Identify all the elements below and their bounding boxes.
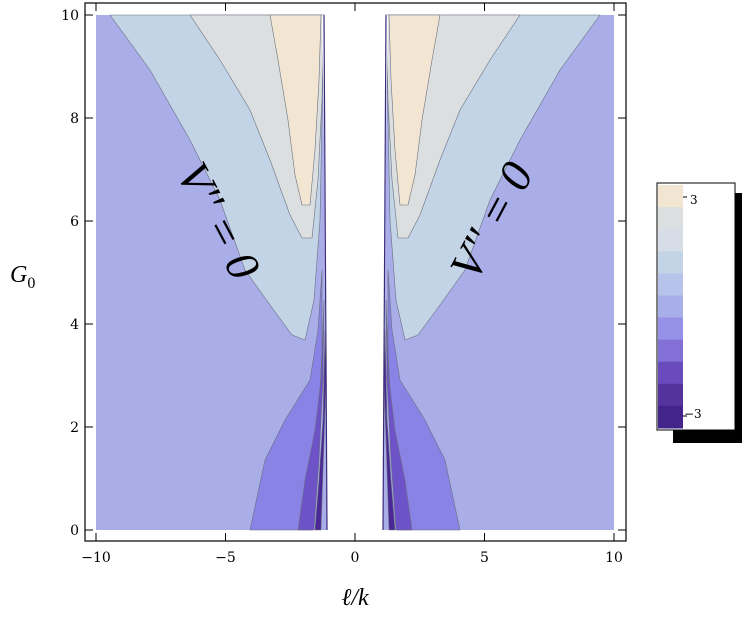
- x-axis-label: ℓ/k: [341, 585, 369, 611]
- legend-swatch: [658, 251, 683, 274]
- y-axis-label-main: G: [10, 262, 27, 288]
- legend-max-label: 3: [690, 193, 698, 207]
- y-tick-label: 0: [70, 523, 79, 539]
- y-tick-label: 10: [61, 8, 79, 24]
- axis-ticks: −10 −5 0 5 10 0 2 4 6 8 10: [61, 3, 626, 566]
- legend-swatch: [658, 361, 683, 385]
- region-undefined-center: [322, 15, 388, 530]
- legend-swatch: [658, 273, 683, 296]
- x-tick-label: 0: [351, 550, 360, 566]
- y-tick-label: 2: [70, 420, 79, 436]
- x-tick-label: −10: [81, 550, 111, 566]
- band-top-left: [269, 14, 322, 206]
- legend-swatches: [658, 185, 687, 429]
- x-tick-label: −5: [215, 550, 236, 566]
- y-tick-label: 6: [70, 214, 79, 230]
- y-tick-label: 8: [70, 111, 79, 127]
- contour-regions: [96, 14, 614, 531]
- legend-swatch: [658, 339, 683, 363]
- x-tick-label: 5: [480, 550, 489, 566]
- legend-swatch: [658, 295, 683, 319]
- x-tick-label: 10: [605, 550, 623, 566]
- band-top-right: [388, 14, 441, 206]
- edge-right: [382, 14, 387, 531]
- edge-left: [323, 14, 328, 531]
- legend-min-label: −3: [684, 407, 702, 421]
- band-lower-2-right: [385, 299, 413, 531]
- y-axis-label: G0: [10, 262, 35, 292]
- legend-swatch: [658, 317, 683, 341]
- y-axis-label-sub: 0: [27, 275, 35, 292]
- band-lower-2-left: [297, 299, 325, 531]
- legend-swatch: [658, 185, 683, 208]
- legend-swatch: [658, 405, 683, 429]
- legend-swatch: [658, 207, 683, 230]
- legend-swatch: [658, 229, 683, 252]
- legend-swatch: [658, 383, 683, 407]
- y-tick-label: 4: [70, 317, 79, 333]
- color-legend: 3 −3: [656, 182, 742, 443]
